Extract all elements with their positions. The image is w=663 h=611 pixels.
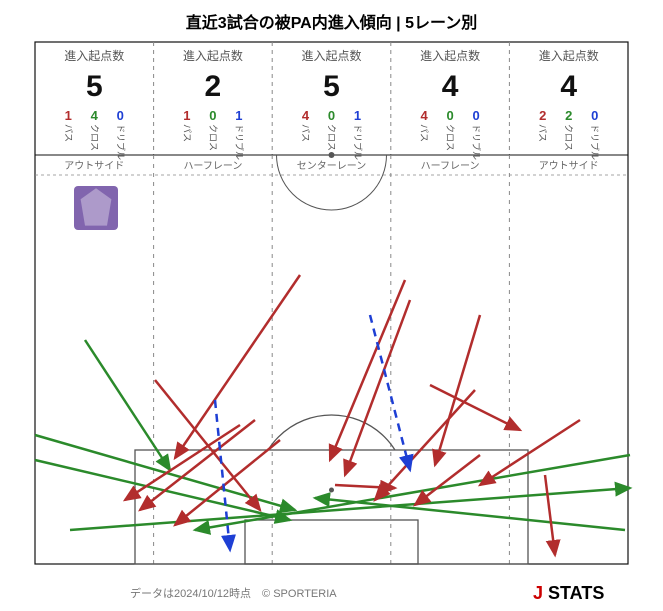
label-pass: パス [301, 124, 311, 142]
label-cross: クロス [208, 124, 218, 151]
stat-total: 5 [323, 70, 340, 103]
stat-dribble: 1 [354, 108, 361, 123]
stat-cross: 2 [565, 108, 572, 123]
label-cross: クロス [445, 124, 455, 151]
team-emblem [74, 186, 118, 230]
stat-pass: 2 [539, 108, 546, 123]
lane-label: センターレーン [297, 160, 367, 172]
stat-pass: 1 [65, 108, 72, 123]
chart-svg: 直近3試合の被PA内進入傾向 | 5レーン別進入起点数5140パスクロスドリブル… [0, 0, 663, 611]
stat-header: 進入起点数 [183, 48, 243, 63]
stat-total: 4 [442, 70, 459, 103]
label-pass: パス [538, 124, 548, 142]
chart-title: 直近3試合の被PA内進入傾向 | 5レーン別 [186, 13, 477, 32]
stat-header: 進入起点数 [64, 48, 124, 63]
penalty-spot [329, 488, 334, 493]
stat-pass: 4 [420, 108, 428, 123]
label-cross: クロス [89, 124, 99, 151]
label-pass: パス [419, 124, 429, 142]
stat-total: 2 [205, 70, 222, 103]
stat-header: 進入起点数 [301, 48, 361, 63]
stat-pass: 4 [302, 108, 310, 123]
lane-label: アウトサイド [64, 160, 124, 172]
label-pass: パス [63, 124, 73, 142]
label-pass: パス [182, 124, 192, 142]
stat-pass: 1 [183, 108, 190, 123]
chart-root: 直近3試合の被PA内進入傾向 | 5レーン別進入起点数5140パスクロスドリブル… [0, 0, 663, 611]
stat-dribble: 0 [117, 108, 124, 123]
stat-dribble: 0 [591, 108, 598, 123]
label-cross: クロス [564, 124, 574, 151]
lane-label: アウトサイド [539, 160, 599, 172]
stat-header: 進入起点数 [420, 48, 480, 63]
brand-logo: J STATS [533, 583, 604, 603]
center-spot [329, 152, 335, 158]
stat-dribble: 1 [235, 108, 242, 123]
stat-cross: 0 [328, 108, 335, 123]
stat-cross: 4 [91, 108, 99, 123]
footer-text: データは2024/10/12時点 © SPORTERIA [130, 586, 337, 600]
stat-dribble: 0 [472, 108, 479, 123]
stat-total: 5 [86, 70, 103, 103]
lane-label: ハーフレーン [421, 161, 480, 172]
stat-cross: 0 [446, 108, 453, 123]
label-cross: クロス [327, 124, 337, 151]
stat-cross: 0 [209, 108, 216, 123]
lane-label: ハーフレーン [183, 161, 242, 172]
stat-header: 進入起点数 [539, 48, 599, 63]
stat-total: 4 [560, 70, 577, 103]
